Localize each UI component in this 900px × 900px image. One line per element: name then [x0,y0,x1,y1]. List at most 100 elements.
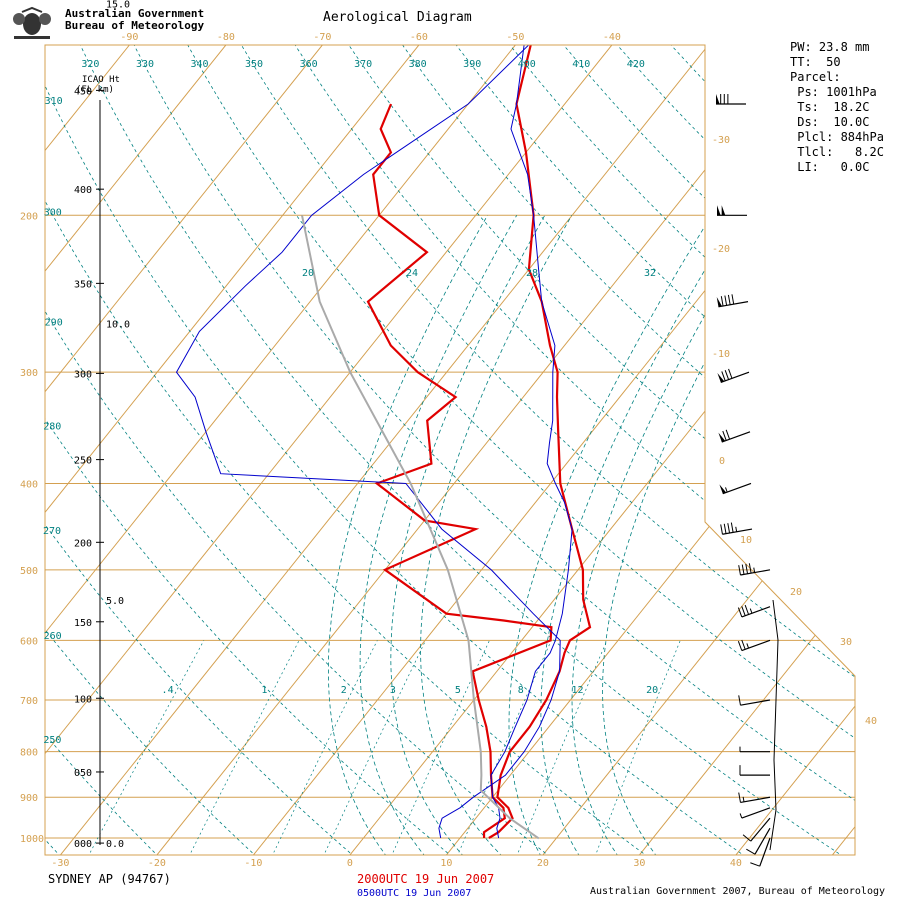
wind-barb-feather [730,522,734,533]
theta-label: 270 [43,526,61,537]
isotherm-line [251,45,855,855]
plot-frame [44,44,856,856]
top-temperature-label: -60 [410,32,428,43]
wind-barb-feather [742,834,752,842]
mixing-ratio-line [87,640,205,855]
organisation-name: Australian Government Bureau of Meteorol… [65,8,204,32]
mixing-ratio-label: 3 [390,685,396,696]
wind-barb [717,368,750,383]
dry-adiabat [362,45,855,855]
wind-barb-pennant [717,373,725,383]
wind-barb-shaft [759,837,771,867]
wind-barb-feather [720,296,724,307]
top-temperature-label: -90 [120,32,138,43]
wind-barb [742,817,771,842]
isotherm-line [45,45,627,855]
mixing-ratio-line [322,640,426,855]
saturated-adiabat [327,215,488,855]
height-axis-title: (FL km) [76,85,114,95]
height-tick-label: 250 [74,456,92,467]
wind-barb-shaft [741,807,771,819]
wind-barb-feather [725,429,731,440]
right-temperature-label: 0 [719,456,725,467]
km-tick-label: 5.0 [106,596,124,607]
dry-adiabat [71,45,855,855]
wind-barb-shaft [722,528,753,535]
wind-barb-half-feather [753,567,756,573]
wind-barb-feather [741,564,745,575]
mixing-ratio-label: .4 [162,685,174,696]
wind-barb-pennant [718,432,726,443]
wind-barb-feather [724,295,728,306]
right-temperature-label: -10 [712,349,730,360]
right-temperature-label: 20 [790,587,802,598]
wind-barb-feather [723,523,727,534]
isotherm-line [45,45,241,855]
wind-barb-half-feather [725,487,728,493]
parcel-dewpoint: Ds: 10.0C [790,115,870,129]
isotherm-line [58,45,820,855]
height-axis-title: ICAO Ht [82,75,120,85]
theta-label: 380 [409,59,427,70]
wind-barb-shaft [718,301,749,308]
isotherm-line [45,45,531,855]
saturated-adiabat-label: 20 [302,268,314,279]
wind-barb-feather [741,639,746,650]
right-temperature-label: -30 [712,135,730,146]
dry-adiabat [45,45,649,855]
pressure-tick-label: 900 [20,793,38,804]
secondary-temperature-line [490,45,573,839]
total-totals: TT: 50 [790,55,841,69]
primary-observation-time: 2000UTC 19 Jun 2007 [357,872,495,886]
wind-profile-line [769,599,779,851]
right-temperature-label: 10 [740,535,752,546]
wind-barb [719,482,752,495]
temperature-tick-label: -30 [51,858,69,869]
parcel-temperature-line [301,215,540,840]
wind-barb-shaft [741,606,771,618]
wind-barb-half-feather [746,643,750,649]
height-tick-label: 400 [74,185,92,196]
wind-barb-shaft [750,817,771,842]
wind-barb [737,639,771,652]
dry-adiabat [265,45,855,855]
theta-label: 280 [43,422,61,433]
dry-adiabat [45,45,160,855]
wind-barb-feather [738,695,741,706]
theta-label: 310 [45,96,63,107]
wind-barb-feather [727,523,731,534]
mixing-ratio-label: 20 [646,685,658,696]
theta-label: 290 [45,318,63,329]
wind-barb [738,563,771,576]
isotherm-line [541,45,855,855]
dry-adiabat [120,45,855,855]
isotherm-line [637,45,855,855]
mixing-ratio-line [271,640,378,855]
dry-adiabat [45,45,551,855]
theta-label: 320 [81,59,99,70]
wind-barb-feather [737,607,743,618]
theta-label: 300 [44,207,62,218]
isotherm-line [45,45,145,855]
wind-barb-shaft [740,796,771,804]
height-tick-label: 450 [74,86,92,97]
wind-barb-feather [745,563,749,574]
parcel-pressure: Ps: 1001hPa [790,85,877,99]
height-tick-label: 050 [74,768,92,779]
wind-barb-shaft [741,639,771,652]
primary-dewpoint-line [366,103,553,839]
wind-barb-feather [738,565,741,576]
parcel-parameters: PW: 23.8 mm TT: 50 Parcel: Ps: 1001hPa Ts:… [790,40,884,175]
coat-of-arms-logo [13,6,51,39]
top-temperature-label: -70 [313,32,331,43]
saturated-adiabat [359,215,518,855]
wind-barb-feather [746,848,756,855]
isotherm-line [45,45,48,855]
wind-barb-shaft [754,827,771,855]
lcl-temperature: Tlcl: 8.2C [790,145,884,159]
wind-barb-feather [720,524,723,535]
height-tick-label: 300 [74,369,92,380]
theta-label: 370 [354,59,372,70]
theta-label: 420 [627,59,645,70]
pressure-tick-label: 300 [20,368,38,379]
